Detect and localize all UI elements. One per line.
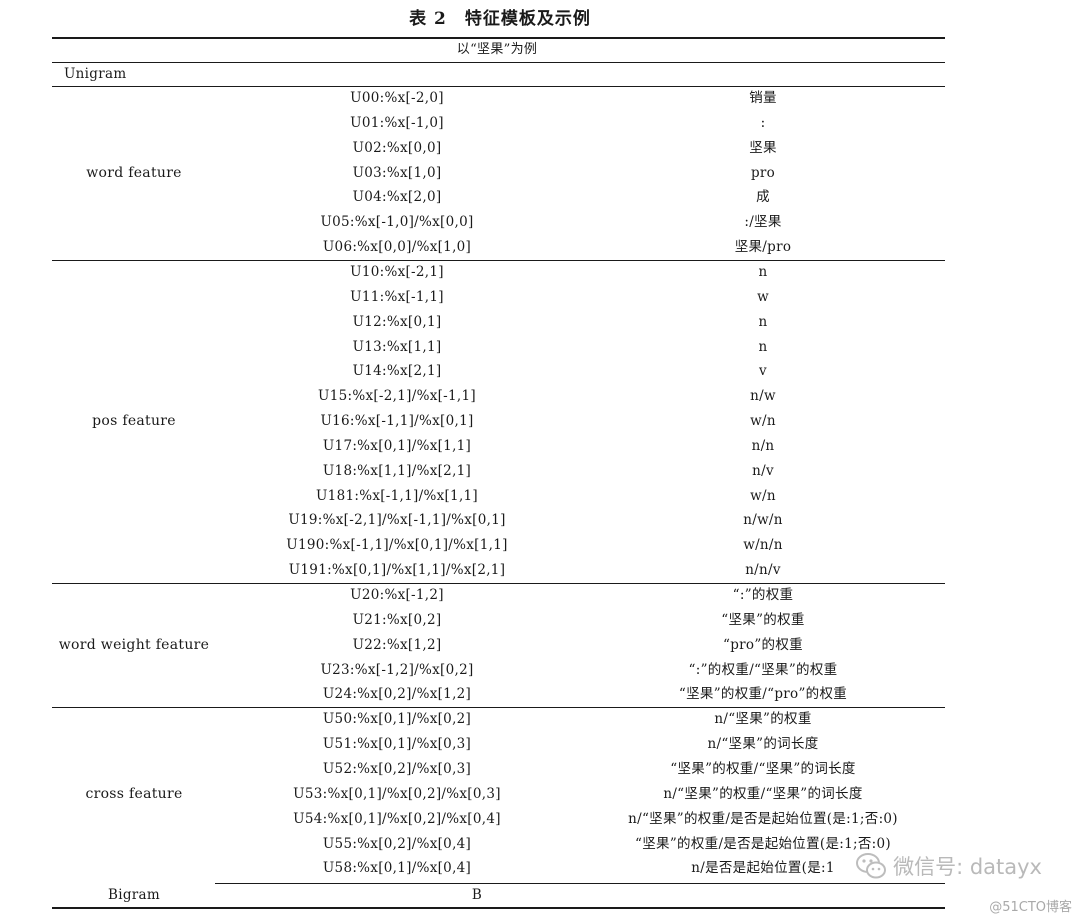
example-cell: w/n/n: [743, 537, 783, 554]
example-cell: n/“坚果”的权重/是否是起始位置(是:1;否:0): [628, 810, 898, 827]
watermark: 微信号: datayx: [855, 848, 1042, 884]
example-cell: “坚果”的权重/是否是起始位置(是:1;否:0): [635, 835, 891, 852]
example-cell: “:”的权重/“坚果”的权重: [688, 661, 838, 678]
bigram-top-rule: [215, 883, 945, 884]
example-cell: 坚果/pro: [734, 239, 792, 256]
template-cell: U53:%x[0,1]/%x[0,2]/%x[0,3]: [293, 785, 501, 802]
template-cell: U54:%x[0,1]/%x[0,2]/%x[0,4]: [293, 810, 501, 827]
template-cell: U03:%x[1,0]: [352, 164, 442, 181]
template-cell: U23:%x[-1,2]/%x[0,2]: [320, 661, 474, 678]
template-cell: U191:%x[0,1]/%x[1,1]/%x[2,1]: [288, 562, 506, 579]
example-cell: n: [758, 313, 768, 330]
template-cell: U17:%x[0,1]/%x[1,1]: [322, 437, 472, 454]
example-cell: 坚果: [749, 139, 777, 156]
template-cell: U06:%x[0,0]/%x[1,0]: [322, 239, 472, 256]
example-cell: “坚果”的权重/“pro”的权重: [678, 686, 848, 703]
example-cell: n/“坚果”的词长度: [707, 736, 819, 753]
template-cell: U01:%x[-1,0]: [350, 114, 444, 131]
group-divider: [52, 583, 945, 584]
example-cell: :/坚果: [744, 214, 782, 231]
template-cell: U00:%x[-2,0]: [350, 90, 444, 106]
group-divider: [52, 259, 945, 261]
template-cell: U04:%x[2,0]: [352, 189, 442, 206]
template-cell: U12:%x[0,1]: [352, 313, 442, 330]
template-cell: U10:%x[-2,1]: [350, 263, 444, 280]
group-label: pos feature: [92, 413, 176, 430]
example-cell: :: [760, 114, 766, 131]
example-cell: v: [759, 363, 767, 380]
watermark-text: 微信号: datayx: [893, 855, 1042, 879]
example-cell: n: [758, 338, 768, 355]
example-cell: n: [758, 263, 768, 280]
template-cell: U22:%x[1,2]: [352, 636, 442, 653]
template-cell: U24:%x[0,2]/%x[1,2]: [322, 686, 472, 703]
bigram-template: B: [471, 887, 483, 903]
template-cell: U181:%x[-1,1]/%x[1,1]: [316, 487, 478, 504]
template-cell: U58:%x[0,1]/%x[0,4]: [322, 860, 472, 877]
group-label: cross feature: [85, 785, 183, 802]
table-bottom-rule: [52, 907, 945, 909]
group-divider: [52, 707, 945, 709]
template-cell: U20:%x[-1,2]: [350, 587, 444, 603]
example-cell: n/n/v: [745, 562, 781, 579]
template-cell: U51:%x[0,1]/%x[0,3]: [322, 736, 472, 753]
example-cell: n/n: [751, 437, 775, 454]
example-cell: n/“坚果”的权重/“坚果”的词长度: [663, 785, 863, 802]
watermark-51cto: @51CTO博客: [989, 900, 1072, 915]
example-cell: “坚果”的权重: [721, 611, 805, 628]
example-cell: n/v: [752, 462, 774, 479]
example-cell: pro: [750, 164, 776, 181]
template-cell: U11:%x[-1,1]: [350, 288, 444, 305]
example-cell: w/n: [750, 487, 776, 504]
template-cell: U14:%x[2,1]: [352, 363, 442, 380]
group-label: word weight feature: [58, 636, 210, 653]
table-caption: 表 2 特征模板及示例: [409, 9, 591, 29]
template-cell: U13:%x[1,1]: [352, 338, 442, 355]
unigram-label: Unigram: [64, 66, 127, 82]
example-cell: 销量: [749, 90, 777, 106]
example-cell: n/w/n: [743, 512, 783, 529]
template-cell: U05:%x[-1,0]/%x[0,0]: [320, 214, 474, 231]
template-cell: U19:%x[-2,1]/%x[-1,1]/%x[0,1]: [288, 512, 506, 529]
example-cell: “:”的权重: [732, 587, 794, 603]
table-subtitle: 以“坚果”为例: [456, 42, 538, 57]
example-cell: w/n: [750, 413, 776, 430]
template-cell: U18:%x[1,1]/%x[2,1]: [322, 462, 472, 479]
template-cell: U21:%x[0,2]: [352, 611, 442, 628]
template-cell: U52:%x[0,2]/%x[0,3]: [322, 760, 472, 777]
table-top-rule: [52, 37, 945, 39]
template-cell: U50:%x[0,1]/%x[0,2]: [322, 711, 472, 728]
template-cell: U55:%x[0,2]/%x[0,4]: [322, 835, 472, 852]
example-cell: n/是否是起始位置(是:1: [691, 860, 835, 877]
example-cell: w: [757, 288, 769, 305]
example-cell: n/“坚果”的权重: [714, 711, 812, 728]
example-cell: “坚果”的权重/“坚果”的词长度: [670, 760, 856, 777]
group-label: word feature: [86, 164, 182, 181]
template-cell: U02:%x[0,0]: [352, 139, 442, 156]
bigram-label: Bigram: [108, 887, 160, 903]
template-cell: U16:%x[-1,1]/%x[0,1]: [320, 413, 474, 430]
wechat-icon: [856, 853, 887, 879]
example-cell: 成: [756, 189, 770, 206]
subtitle-rule: [52, 62, 945, 63]
example-cell: n/w: [750, 388, 776, 405]
example-cell: “pro”的权重: [723, 636, 803, 653]
unigram-rule: [52, 86, 945, 87]
template-cell: U15:%x[-2,1]/%x[-1,1]: [318, 388, 476, 405]
template-cell: U190:%x[-1,1]/%x[0,1]/%x[1,1]: [286, 537, 508, 554]
